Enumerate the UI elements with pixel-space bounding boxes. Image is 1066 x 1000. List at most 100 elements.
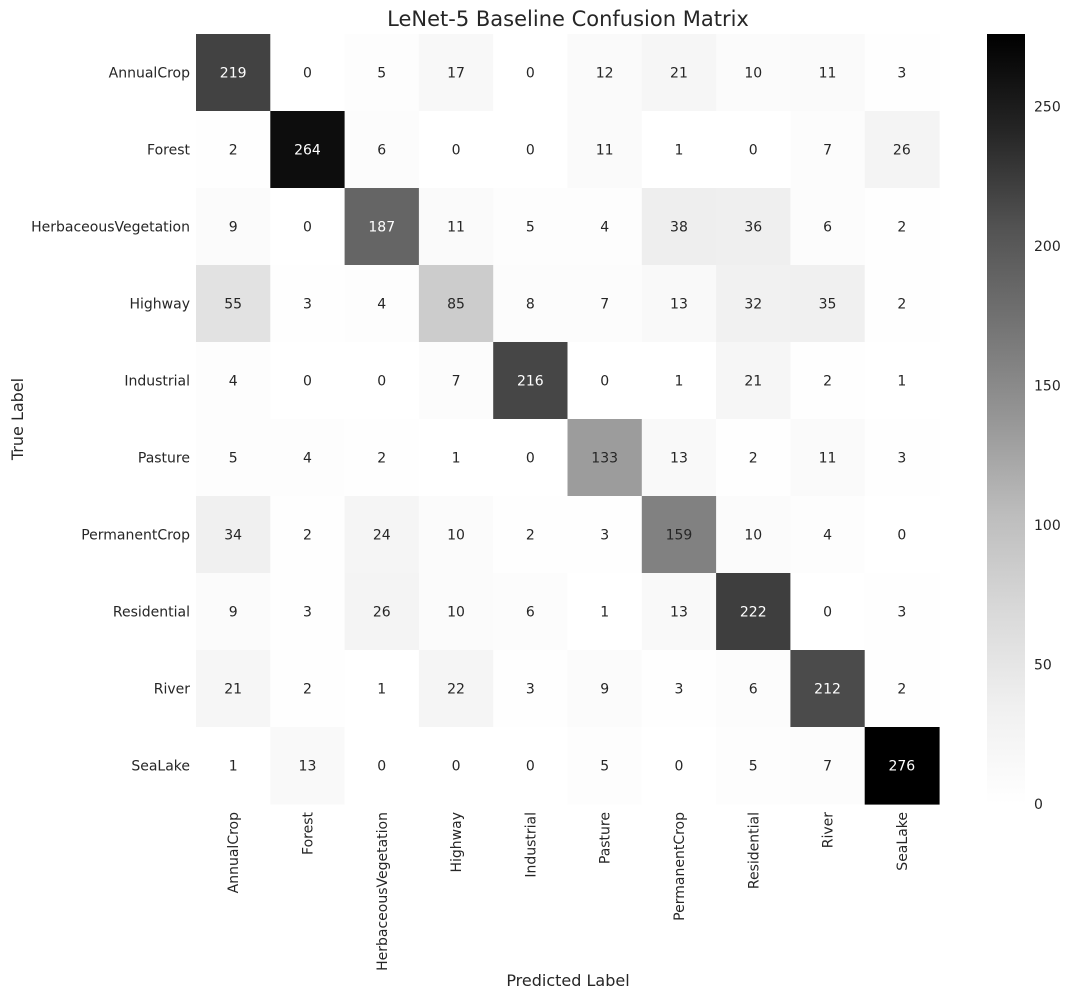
cell-value-label: 3 [303, 605, 312, 621]
y-tick-label: Forest [147, 143, 190, 159]
y-tick-label: Residential [113, 605, 190, 621]
cell-value-label: 10 [447, 528, 465, 544]
cell-value-label: 4 [377, 297, 386, 313]
colorbar-tick-label: 100 [1034, 518, 1061, 534]
cell-value-label: 3 [303, 297, 312, 313]
heatmap-cell [716, 496, 791, 574]
cell-value-label: 7 [823, 143, 832, 159]
heatmap-cell [418, 111, 494, 189]
cell-value-label: 9 [600, 682, 609, 698]
heatmap-cell [567, 573, 643, 651]
cell-value-label: 187 [368, 220, 395, 236]
heatmap-cell [790, 34, 866, 112]
cell-value-label: 9 [229, 220, 238, 236]
colorbar-tick-label: 200 [1034, 239, 1061, 255]
x-tick-label: Residential [746, 812, 762, 889]
cell-value-label: 6 [749, 682, 758, 698]
cell-value-label: 35 [819, 297, 837, 313]
colorbar [987, 34, 1025, 804]
heatmap-cell [790, 265, 866, 343]
heatmap-cell [567, 419, 643, 497]
cell-value-label: 1 [674, 143, 683, 159]
cell-value-label: 3 [600, 528, 609, 544]
heatmap-cell [790, 573, 866, 651]
cell-value-label: 55 [224, 297, 242, 313]
cell-value-label: 0 [303, 374, 312, 390]
cell-value-label: 7 [823, 759, 832, 775]
cell-value-label: 0 [526, 759, 535, 775]
heatmap-cell [716, 34, 791, 112]
heatmap-cell [641, 419, 717, 497]
cell-value-label: 4 [303, 451, 312, 467]
heatmap-cell [344, 496, 420, 574]
x-tick-label: Industrial [523, 812, 539, 878]
y-tick-label: HerbaceousVegetation [31, 220, 190, 236]
y-tick-label: Pasture [138, 451, 190, 467]
cell-value-label: 0 [377, 374, 386, 390]
cell-value-label: 26 [893, 143, 911, 159]
cell-value-label: 2 [526, 528, 535, 544]
heatmap-cell [493, 265, 569, 343]
heatmap-cell [344, 727, 420, 805]
heatmap-cell [344, 419, 420, 497]
heatmap-cell [864, 727, 940, 805]
cell-value-label: 0 [526, 143, 535, 159]
cell-value-label: 0 [377, 759, 386, 775]
cell-value-label: 5 [749, 759, 758, 775]
cell-value-label: 5 [526, 220, 535, 236]
cell-value-label: 0 [526, 451, 535, 467]
heatmap-cell [196, 650, 271, 728]
x-tick-label: AnnualCrop [226, 812, 242, 893]
x-tick-label: Forest [300, 811, 316, 854]
cell-value-label: 24 [373, 528, 391, 544]
heatmap-cell [567, 342, 643, 420]
cell-value-label: 11 [819, 66, 837, 82]
heatmap-cell [344, 650, 420, 728]
cell-value-label: 11 [819, 451, 837, 467]
heatmap-cell [567, 650, 643, 728]
heatmap-cell [641, 111, 717, 189]
x-tick-label: SeaLake [895, 812, 911, 871]
heatmap-cell [641, 188, 717, 266]
heatmap-cell [196, 34, 271, 112]
cell-value-label: 4 [229, 374, 238, 390]
heatmap-cell [864, 111, 940, 189]
heatmap-cell [270, 111, 346, 189]
heatmap-cell [196, 111, 271, 189]
heatmap-cell [864, 650, 940, 728]
heatmap-cell [418, 496, 494, 574]
cell-value-label: 2 [897, 682, 906, 698]
cell-value-label: 1 [377, 682, 386, 698]
cell-value-label: 6 [526, 605, 535, 621]
cell-value-label: 38 [670, 220, 688, 236]
heatmap-cell [270, 34, 346, 112]
heatmap-cell [790, 650, 866, 728]
heatmap-cell [641, 34, 717, 112]
cell-value-label: 0 [303, 220, 312, 236]
cell-value-label: 8 [526, 297, 535, 313]
cell-value-label: 133 [591, 451, 618, 467]
cell-value-label: 1 [674, 374, 683, 390]
heatmap-cell [196, 188, 271, 266]
x-tick-label: Pasture [598, 812, 614, 864]
colorbar-tick-label: 250 [1034, 100, 1061, 116]
heatmap-cell [493, 111, 569, 189]
cell-value-label: 2 [303, 528, 312, 544]
heatmap-cell [270, 650, 346, 728]
cell-value-label: 13 [670, 605, 688, 621]
cell-value-label: 2 [377, 451, 386, 467]
heatmap-cell [493, 727, 569, 805]
heatmap-cell [864, 265, 940, 343]
heatmap-cell [790, 727, 866, 805]
cell-value-label: 32 [744, 297, 762, 313]
heatmap-cell [567, 496, 643, 574]
cell-value-label: 0 [749, 143, 758, 159]
heatmap-cell [716, 111, 791, 189]
heatmap-cell [418, 34, 494, 112]
cell-value-label: 0 [452, 143, 461, 159]
heatmap-cell [641, 496, 717, 574]
cell-value-label: 5 [229, 451, 238, 467]
y-tick-label: Highway [130, 297, 191, 313]
cell-value-label: 0 [897, 528, 906, 544]
